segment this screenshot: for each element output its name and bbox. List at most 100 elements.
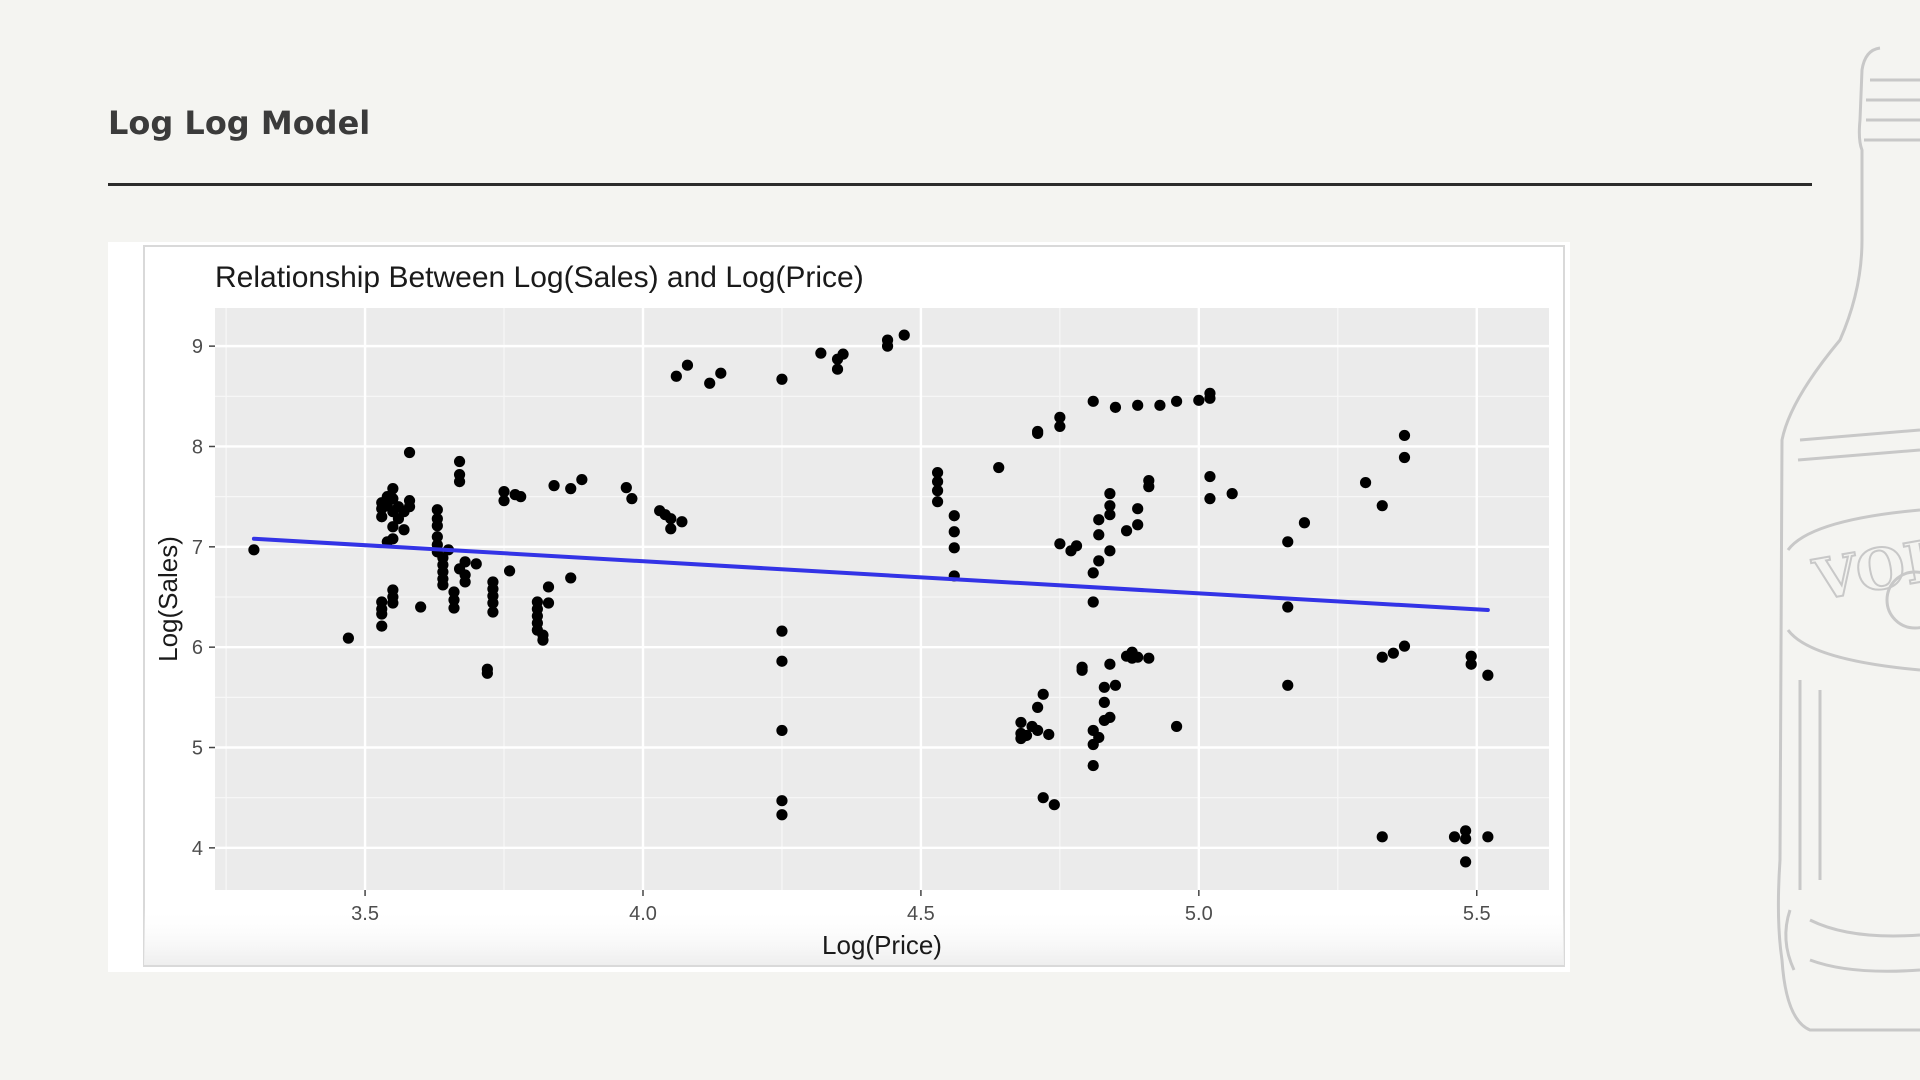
data-point (815, 347, 827, 359)
data-point (1226, 488, 1238, 500)
data-point (1093, 529, 1105, 541)
data-point (948, 526, 960, 538)
y-tick-label: 5 (192, 738, 203, 760)
data-point (403, 446, 416, 459)
data-point (1120, 525, 1133, 537)
data-point (1387, 647, 1399, 659)
data-point (620, 482, 632, 494)
data-point (1132, 519, 1144, 531)
data-point (453, 475, 466, 488)
data-point (1104, 545, 1116, 557)
y-axis: 4 5 6 7 8 9 (192, 336, 215, 860)
data-points (248, 329, 1494, 868)
data-point (487, 606, 499, 618)
data-point (1032, 425, 1044, 438)
data-point (776, 625, 788, 637)
data-point (1204, 493, 1216, 505)
data-point (1132, 651, 1144, 663)
data-point (487, 597, 499, 609)
data-point (1087, 395, 1099, 407)
data-point (931, 485, 944, 497)
data-point (931, 475, 944, 488)
data-point (1282, 679, 1294, 691)
data-point (1104, 509, 1116, 521)
data-point (376, 620, 388, 632)
data-point (1460, 856, 1472, 868)
x-tick-label: 3.5 (351, 903, 379, 925)
data-point (498, 486, 510, 498)
data-point (670, 370, 682, 382)
data-point (1482, 831, 1494, 843)
data-point (1398, 451, 1411, 464)
x-tick-label: 4.5 (907, 903, 935, 925)
slide-title: Log Log Model (108, 104, 371, 142)
data-point (1098, 681, 1110, 693)
data-point (776, 724, 788, 737)
data-point (387, 521, 399, 533)
data-point (931, 496, 944, 508)
data-point (1465, 658, 1477, 670)
data-point (565, 572, 577, 584)
data-point (665, 513, 677, 525)
data-point (431, 531, 443, 543)
data-point (1154, 399, 1166, 411)
data-point (1143, 652, 1155, 664)
data-point (1043, 728, 1055, 741)
data-point (503, 565, 516, 577)
data-point (342, 632, 354, 644)
data-point (1037, 688, 1049, 700)
grid-minor (215, 308, 1549, 890)
data-point (898, 329, 910, 341)
data-point (1048, 799, 1060, 811)
data-point (387, 483, 399, 495)
chart-card: Relationship Between Log(Sales) and Log(… (108, 242, 1570, 972)
data-point (1398, 429, 1411, 442)
data-point (704, 377, 716, 389)
grid-major (215, 308, 1549, 890)
data-point (715, 367, 727, 379)
title-divider (108, 183, 1812, 186)
chart-title: Relationship Between Log(Sales) and Log(… (215, 261, 864, 294)
data-point (1143, 481, 1155, 493)
data-point (776, 809, 788, 821)
data-point (881, 340, 894, 352)
data-point (1070, 540, 1083, 552)
data-point (1448, 831, 1461, 843)
data-point (576, 473, 588, 486)
data-point (993, 461, 1005, 474)
data-point (1460, 833, 1472, 845)
data-point (1054, 411, 1066, 423)
data-point (431, 504, 443, 516)
data-point (542, 581, 555, 593)
x-tick-label: 4.0 (629, 903, 657, 925)
data-point (548, 480, 560, 492)
data-point (1087, 567, 1099, 579)
data-point (498, 495, 510, 507)
data-point (481, 667, 493, 679)
x-tick-label: 5.0 (1185, 903, 1213, 925)
x-tick-label: 5.5 (1463, 903, 1491, 925)
data-point (515, 491, 527, 503)
data-point (1398, 640, 1411, 652)
data-point (1460, 825, 1472, 837)
data-point (1376, 500, 1388, 512)
data-point (387, 493, 399, 505)
data-point (626, 493, 638, 505)
data-point (448, 586, 460, 598)
data-point (376, 608, 388, 620)
data-point (1282, 601, 1294, 613)
data-point (1098, 696, 1110, 708)
y-tick-label: 7 (192, 537, 203, 559)
data-point (776, 373, 788, 385)
data-point (1204, 470, 1216, 483)
data-point (1282, 536, 1294, 548)
data-point (776, 655, 788, 667)
bottle-label-text: VOI (1808, 528, 1920, 614)
data-point (931, 466, 944, 479)
x-axis-label: Log(Price) (822, 930, 942, 960)
data-point (448, 594, 460, 606)
data-point (1298, 517, 1311, 529)
y-tick-label: 9 (192, 336, 203, 358)
data-point (415, 601, 427, 613)
y-axis-label: Log(Sales) (153, 536, 183, 662)
